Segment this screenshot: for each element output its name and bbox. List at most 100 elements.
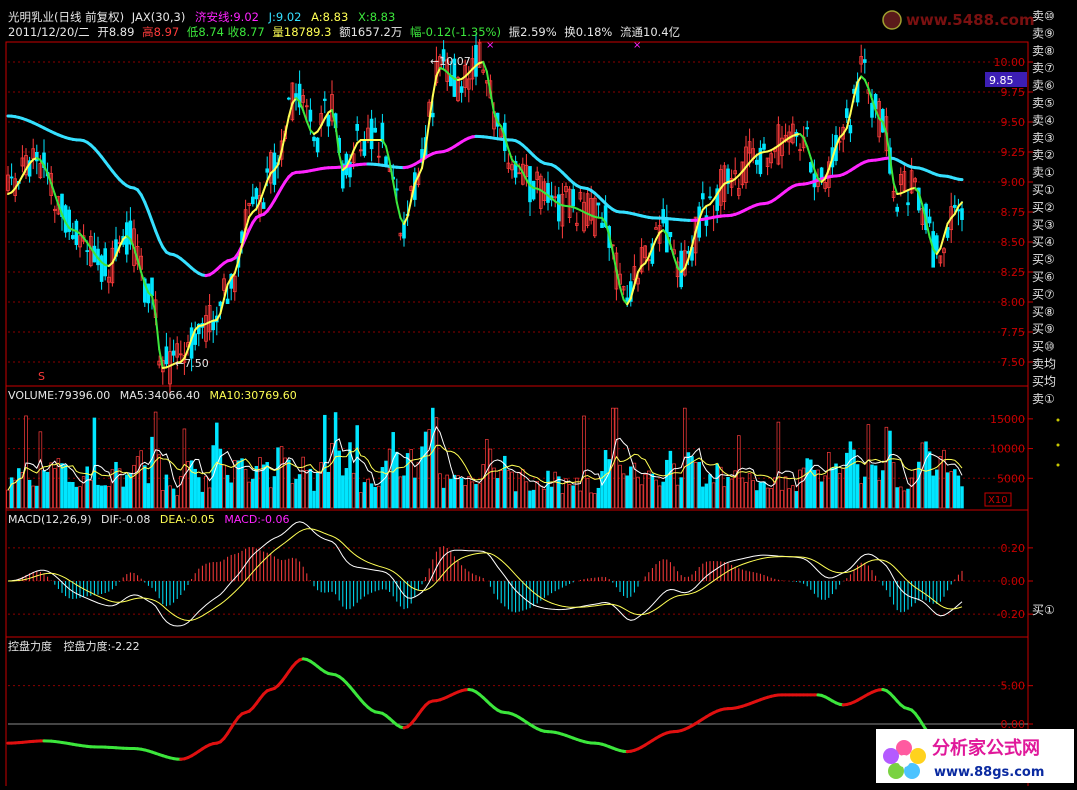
volume-bar-down [889, 431, 892, 508]
volume-bar-down [709, 475, 712, 508]
volume-bar-down [662, 482, 665, 508]
volume-bar-down [309, 469, 312, 508]
volume-bar-down [334, 413, 337, 508]
candle-down [907, 203, 910, 205]
j-line-segment [613, 252, 617, 270]
volume-bar-down [557, 477, 560, 508]
macd-tick-label: 0.20 [1001, 542, 1026, 555]
price-panel[interactable]: ←10.07←7.50S×× [7, 33, 1028, 394]
j-line-segment [51, 183, 55, 194]
candle-down [165, 347, 168, 364]
macd-legend: MACD(12,26,9) DIF:-0.08 DEA:-0.05 MACD:-… [8, 513, 289, 526]
volume-bar-down [795, 491, 798, 508]
volume-bar-down [97, 485, 100, 508]
order-book-row: 买④ [1032, 235, 1055, 249]
control-tick-label: 5.00 [1001, 680, 1026, 693]
volume-bar-down [763, 482, 766, 508]
volume-bar-down [68, 482, 71, 508]
macd-tick-label: 0.00 [1001, 575, 1026, 588]
volume-bar-down [125, 475, 128, 508]
order-book-row: 买⑩ [1032, 340, 1055, 354]
volume-bar-down [262, 465, 265, 508]
low-value: 低8.74 [187, 25, 224, 39]
candle-down [219, 302, 222, 306]
volume-bar-down [129, 473, 132, 508]
order-book-row: 买均 [1032, 374, 1056, 388]
price-tick-label: 7.50 [1001, 356, 1026, 369]
volume-bar-down [255, 466, 258, 508]
volume-bar-up [781, 490, 784, 508]
j-line-segment [487, 71, 491, 92]
candle-down [262, 203, 265, 209]
volume-bar-down [665, 460, 668, 508]
volume-bar-up [161, 490, 164, 508]
volume-bar-up [658, 486, 661, 508]
volume-bar-up [518, 472, 521, 508]
price-tick-label: 9.00 [1001, 176, 1026, 189]
candle-down [845, 109, 848, 118]
volume-bar-down [143, 466, 146, 508]
volume-bar-up [910, 478, 913, 508]
volume-bar-up [719, 467, 722, 508]
j-line-segment [436, 68, 440, 76]
volume-bar-up [561, 494, 564, 508]
candle-down [953, 205, 956, 207]
price-tick-label: 9.50 [1001, 116, 1026, 129]
j-line-segment [246, 217, 250, 229]
volume-bar-down [496, 478, 499, 508]
volume-bar-down [395, 452, 398, 508]
candle-down [863, 60, 866, 63]
volume-bar-down [680, 478, 683, 508]
price-tick-label: 9.25 [1001, 146, 1026, 159]
low-annotation: ←7.50 [175, 357, 209, 370]
volume-bar-up [583, 416, 586, 508]
j-line-segment [868, 88, 872, 99]
candle-down [601, 223, 604, 227]
turnover-value: 换0.18% [564, 25, 612, 39]
volume-bar-up [903, 491, 906, 508]
volume-bar-up [791, 486, 794, 508]
volume-bar-down [115, 462, 118, 508]
candle-down [370, 119, 373, 149]
side-dot [1057, 464, 1060, 467]
volume-ma10: MA10:30769.60 [209, 389, 296, 402]
j-line-segment [382, 140, 386, 146]
volume-bar-up [543, 489, 546, 508]
volume-bar-down [755, 491, 758, 508]
volume-bar-down [475, 484, 478, 508]
volume-bar-up [676, 485, 679, 508]
volume-bar-up [723, 487, 726, 508]
volume-bar-up [50, 463, 53, 508]
volume-bar-down [532, 490, 535, 508]
volume-bar-up [464, 485, 467, 508]
candle-down [871, 103, 874, 117]
candle-down [151, 278, 154, 296]
volume-bar-down [381, 467, 384, 508]
volume-bar-up [586, 479, 589, 508]
volume-bar-up [842, 468, 845, 508]
order-book-panel[interactable]: 卖⑩卖⑨卖⑧卖⑦卖⑥卖⑤卖④卖③卖②卖①买①买②买③买④买⑤买⑥买⑦买⑧买⑨买⑩… [1032, 9, 1060, 617]
j-line-segment [674, 257, 678, 267]
volume-panel[interactable] [7, 408, 1028, 508]
candle-down [266, 169, 269, 172]
volume-bar-up [410, 450, 413, 508]
price-panel-border [6, 42, 1028, 386]
j-line-segment [958, 202, 962, 206]
volume-bar-down [323, 415, 326, 508]
macd-panel[interactable] [8, 522, 1028, 626]
brand-badge: 分析家公式网 www.88gs.com [876, 729, 1074, 783]
volume-bar-down [43, 471, 46, 508]
cross-marker: × [486, 40, 494, 51]
side-dot [1057, 419, 1060, 422]
j-line-segment [508, 149, 512, 159]
j-line-segment [843, 128, 847, 134]
price-tick-label: 8.25 [1001, 266, 1026, 279]
volume-bar-up [53, 469, 56, 508]
volume-bar-up [511, 472, 514, 508]
control-panel[interactable] [8, 659, 1028, 759]
j-line-segment [865, 80, 869, 88]
j-line-segment [220, 299, 224, 313]
volume-bar-down [10, 478, 13, 508]
volume-bar-up [367, 479, 370, 508]
